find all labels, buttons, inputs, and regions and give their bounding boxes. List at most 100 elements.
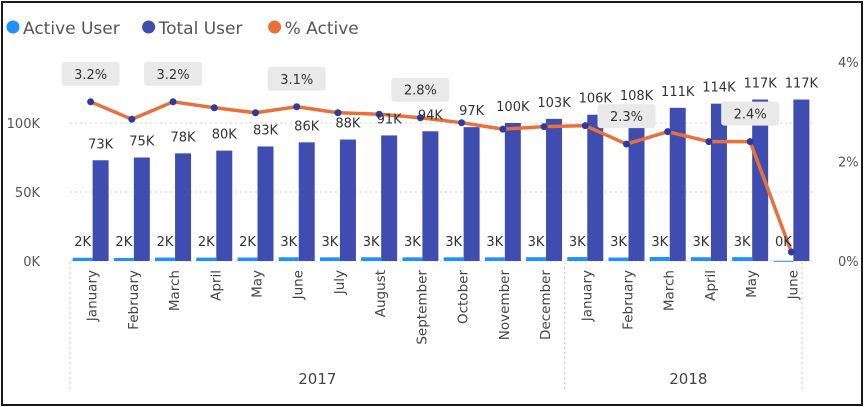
bar-total-user	[628, 111, 645, 262]
data-label-active-user: 3K	[363, 235, 380, 250]
x-tick-label: December	[538, 270, 554, 340]
bar-total-user	[710, 103, 727, 262]
bar-total-user	[793, 99, 810, 261]
callout-label: 2.8%	[404, 84, 437, 99]
data-label-total-user: 106K	[579, 92, 613, 107]
bar-total-user	[504, 123, 521, 261]
callout-label: 3.1%	[280, 73, 313, 88]
percent-active-point	[334, 109, 342, 117]
data-label-active-user: 0K	[775, 235, 792, 250]
x-tick-label: March	[167, 270, 183, 311]
data-label-active-user: 3K	[569, 235, 586, 250]
percent-active-point	[87, 98, 95, 106]
bar-active-user	[443, 257, 464, 261]
percent-active-point	[540, 123, 548, 131]
bar-active-user	[155, 257, 176, 261]
callout-label: 3.2%	[157, 68, 190, 83]
legend-label-active-user: Active User	[23, 19, 120, 39]
bars	[72, 99, 810, 262]
bar-active-user	[608, 257, 629, 261]
data-label-total-user: 91K	[377, 112, 403, 127]
percent-active-point	[499, 125, 507, 133]
x-tick-label: January	[579, 270, 595, 322]
percent-active-point	[746, 138, 754, 146]
legend-label-active: % Active	[285, 19, 359, 39]
percent-active-line	[87, 98, 795, 256]
percent-active-point	[458, 119, 466, 127]
x-tick-label: September	[414, 270, 430, 345]
bar-total-user	[133, 157, 150, 261]
callout-box	[267, 66, 326, 91]
data-labels: 73K 75K 78K 80K 83K 86K 88K 91K 94K 97K 100K 103K 10…	[74, 77, 818, 250]
bar-active-user	[526, 257, 547, 261]
x-tick-label: March	[662, 270, 678, 311]
bar-active-user	[773, 260, 794, 262]
data-label-total-user: 73K	[88, 137, 114, 152]
y-left-tick-label: 50K	[15, 186, 41, 201]
bar-total-user	[298, 142, 315, 261]
bar-total-user	[422, 131, 439, 261]
legend-label-total-user: Total User	[158, 19, 243, 39]
data-label-active-user: 2K	[157, 235, 174, 250]
callout-label: 3.2%	[74, 68, 107, 83]
year-label-2018: 2018	[669, 370, 707, 388]
bar-total-user	[463, 127, 480, 261]
callout-box	[597, 104, 656, 129]
bar-total-user	[339, 139, 356, 261]
percent-active-point	[787, 248, 795, 256]
percent-active-point	[293, 103, 301, 111]
bar-total-user	[587, 114, 604, 261]
data-label-active-user: 3K	[445, 235, 462, 250]
bar-active-user	[237, 257, 258, 261]
percent-active-point	[169, 98, 177, 106]
callouts: 3.2% 3.2% 3.1% 2.8% 2.3% 2.4%	[61, 61, 780, 129]
bar-active-user	[690, 257, 711, 261]
data-label-active-user: 2K	[115, 235, 132, 250]
bar-active-user	[402, 257, 423, 261]
percent-active-point	[375, 110, 383, 118]
data-label-total-user: 108K	[620, 89, 654, 104]
bar-active-user	[319, 257, 340, 261]
callout-box	[144, 61, 203, 86]
data-label-active-user: 3K	[322, 235, 339, 250]
bar-active-user	[484, 257, 505, 261]
data-label-total-user: 88K	[335, 117, 361, 132]
data-label-active-user: 3K	[486, 235, 503, 250]
bar-total-user	[752, 99, 769, 261]
bar-active-user	[732, 257, 753, 261]
data-label-active-user: 3K	[280, 235, 297, 250]
x-tick-label: July	[332, 270, 348, 295]
x-tick-label: January	[85, 270, 101, 322]
x-tick-label: June	[785, 270, 801, 300]
data-label-total-user: 80K	[212, 128, 238, 143]
callout-label: 2.4%	[734, 108, 767, 123]
legend-marker-total-user	[142, 20, 156, 34]
y-right-tick-label: 4%	[838, 56, 859, 71]
x-tick-label: May	[250, 270, 266, 298]
data-label-total-user: 117K	[743, 77, 777, 92]
bar-active-user	[196, 257, 217, 261]
y-right-tick-label: 0%	[838, 255, 859, 270]
data-label-total-user: 114K	[702, 81, 736, 96]
data-label-total-user: 100K	[496, 100, 530, 115]
percent-active-point	[705, 138, 713, 146]
x-tick-label: May	[744, 270, 760, 298]
callout-box	[391, 77, 450, 102]
data-label-active-user: 3K	[693, 235, 710, 250]
y-right-tick-label: 2%	[838, 156, 859, 171]
y-left-tick-label: 0K	[23, 255, 40, 270]
callout-box	[61, 61, 120, 86]
data-label-total-user: 86K	[294, 119, 320, 134]
data-label-total-user: 78K	[171, 130, 197, 145]
legend-marker-active-user	[6, 20, 20, 34]
bar-total-user	[546, 118, 563, 261]
bar-active-user	[649, 256, 670, 261]
x-tick-label: April	[703, 270, 719, 301]
data-label-active-user: 3K	[651, 235, 668, 250]
percent-active-point	[128, 115, 136, 123]
legend-marker-active	[268, 20, 282, 34]
axes: 0K 50K 100K 0% 2% 4% January February March April…	[7, 56, 859, 392]
data-label-total-user: 75K	[129, 135, 155, 150]
data-label-active-user: 2K	[239, 235, 256, 250]
